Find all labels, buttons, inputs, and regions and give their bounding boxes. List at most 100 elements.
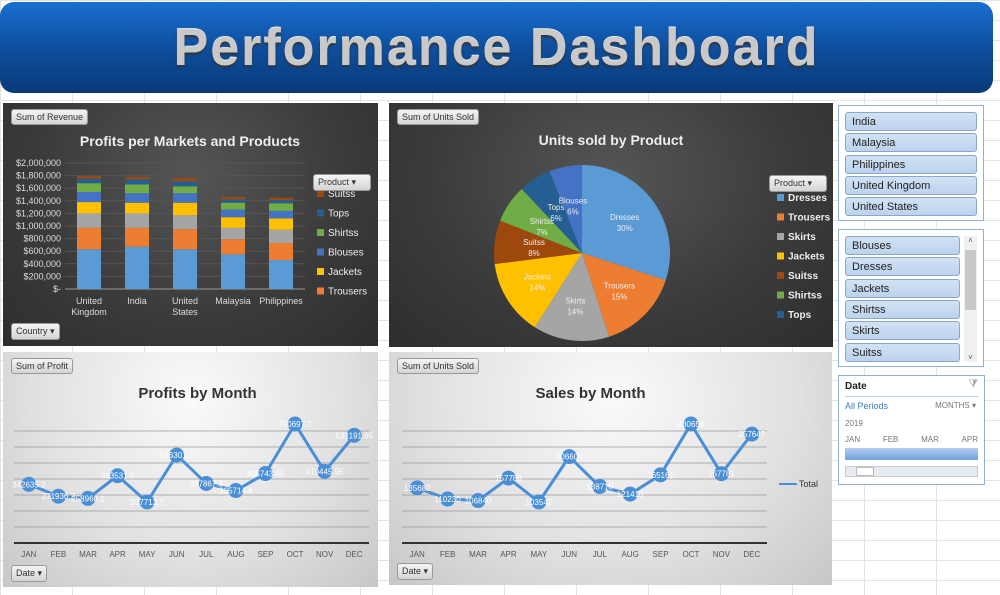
legend-swatch [317,209,324,217]
bar-segment-trousers [125,227,149,247]
bar-segment-suitss [77,176,101,179]
timeline-month-jan[interactable]: JAN [845,435,861,444]
pie-slice-blouses [549,165,582,253]
bar-segment-dresses [221,254,245,289]
bar-segment-dresses [173,249,197,289]
timeline-month-mar[interactable]: MAR [921,435,939,444]
x-tick-label: JUL [199,550,214,559]
time-level-label: MONTHS [935,401,970,410]
revenue-bar-chart[interactable]: Profits per Markets and Products $- $200,0… [3,103,378,346]
date-filter-label: Date [402,566,422,576]
slicer-item-malaysia[interactable]: Malaysia [845,133,977,153]
product-filter-button[interactable]: Product ▾ [313,174,371,191]
data-point [744,426,760,442]
x-tick-label: FEB [51,550,67,559]
data-point [139,494,155,510]
sum-of-revenue-button[interactable]: Sum of Revenue [11,109,89,125]
product-slicer-scrollbar[interactable]: ˄ ˅ [964,236,977,362]
sum-of-profit-button[interactable]: Sum of Profit [11,358,74,374]
slicer-item-united-states[interactable]: United States [845,197,977,217]
x-tick-label: APR [500,550,517,559]
legend-swatch [777,291,784,299]
x-tick-label: MAY [531,550,548,559]
data-label: 516301.5 [160,451,194,460]
timeline-scrollbar[interactable] [845,466,978,477]
y-tick-label: $2,000,000 [16,158,61,168]
timeline-scroll-thumb[interactable] [856,467,874,476]
x-tick-label: MAY [139,550,156,559]
slicer-item-united-kingdom[interactable]: United Kingdom [845,175,977,195]
date-timeline: Date ⧩ All Periods MONTHS ▾ 2019 JAN FEB M… [838,375,985,485]
data-label: 121410 [617,490,644,499]
data-label: 700697.7 [278,420,312,429]
clear-filter-icon[interactable]: ⧩ [968,378,978,390]
all-periods-link[interactable]: All Periods [845,401,889,411]
slicer-item-blouses[interactable]: Blouses [845,236,960,255]
units-pie-chart[interactable]: Units sold by Product Dresses 30% Trousers 1… [389,103,833,347]
x-tick-label: AUG [227,550,244,559]
sum-of-units-sold-button[interactable]: Sum of Units Sold [397,358,480,374]
data-label: 342635.2 [12,480,46,489]
sum-of-units-sold-button[interactable]: Sum of Units Sold [397,109,480,125]
data-label: 271936.2 [42,492,76,501]
product-filter-label: Product [318,177,350,187]
data-label: 110230 [435,495,462,504]
slicer-item-india[interactable]: India [845,112,977,131]
y-tick-label: $- [53,284,61,294]
data-point [80,490,96,506]
legend-label: Total [799,479,818,489]
x-tick-label: NOV [316,550,334,559]
bar-segment-tops [269,200,293,204]
data-label: 406743.65 [247,470,285,479]
slicer-item-dresses[interactable]: Dresses [845,257,960,277]
profits-line-chart[interactable]: Profits by Month 342635.2 JAN 271936.2 FEB 25… [3,352,378,587]
bar-segment-suitss [221,197,245,200]
time-level-dropdown[interactable]: MONTHS ▾ [935,401,976,410]
bar-segment-skirts [221,227,245,240]
data-point [317,463,333,479]
legend-label: Jackets [328,267,362,278]
x-tick-label: DEC [346,550,363,559]
country-filter-label: Country [16,326,48,336]
bar-segment-suitss [269,197,293,201]
slice-percent: 6% [550,214,562,223]
bar-segment-tops [125,179,149,185]
scroll-thumb[interactable] [965,250,976,310]
slice-percent: 7% [536,228,548,237]
slicer-item-jackets[interactable]: Jackets [845,278,960,298]
data-point [257,466,273,482]
timeline-month-apr[interactable]: APR [961,435,978,444]
bar-segment-blouses [125,193,149,203]
slicer-item-shirtss[interactable]: Shirtss [845,299,960,319]
bar-segment-trousers [173,229,197,250]
scroll-down-icon[interactable]: ˅ [968,353,973,362]
scroll-up-icon[interactable]: ˄ [968,236,973,245]
country-filter-button[interactable]: Country ▾ [11,323,60,340]
x-tick-label: JUL [593,550,608,559]
bar-segment-dresses [77,249,101,289]
bar-segment-skirts [269,229,293,244]
timeline-month-feb[interactable]: FEB [882,435,899,444]
date-filter-button[interactable]: Date ▾ [397,563,434,580]
product-filter-button[interactable]: Product ▾ [769,175,827,192]
data-point [561,449,577,465]
dashboard-title: Performance Dashboard [173,18,820,77]
slicer-item-skirts[interactable]: Skirts [845,321,960,341]
timeline-period-bar[interactable] [845,448,978,460]
pie-slice-skirts [534,253,610,341]
bar-segment-suitss [125,176,149,180]
y-tick-label: $1,600,000 [16,183,61,193]
bar-segment-skirts [173,215,197,230]
slicer-item-suitss[interactable]: Suitss [845,342,960,362]
legend-label: Blouses [328,248,364,259]
slicer-item-philippines[interactable]: Philippines [845,154,977,174]
sales-line-svg: Sales by Month 135682 JAN 110230 FEB 106840 MA… [402,385,818,559]
date-filter-button[interactable]: Date ▾ [11,565,48,582]
data-point [169,447,185,463]
legend-swatch [317,287,324,295]
slice-percent: 30% [617,224,633,233]
legend-label: Suitss [788,271,818,282]
data-label: 106840 [465,497,492,506]
pie-slice-trousers [582,253,666,337]
sales-line-chart[interactable]: Sales by Month 135682 JAN 110230 FEB 106840 MA… [389,352,832,585]
